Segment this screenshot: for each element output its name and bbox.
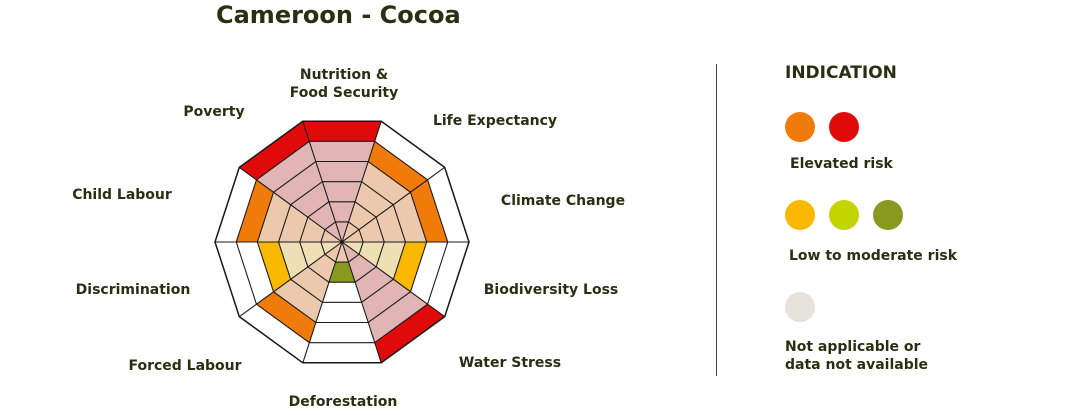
legend-label-elevated: Elevated risk — [790, 156, 893, 172]
segment-poverty-ring-6 — [302, 120, 382, 142]
legend-dot-low-yellow — [785, 200, 815, 230]
axis-label-discrimination: Discrimination — [75, 282, 191, 298]
segment-water-stress-ring-5 — [308, 322, 376, 344]
axis-label-climate-change: Climate Change — [500, 193, 626, 209]
axis-label-poverty: Poverty — [183, 104, 245, 120]
axis-label-biodiversity-loss: Biodiversity Loss — [483, 282, 619, 298]
segment-water-stress-ring-6 — [302, 342, 382, 364]
legend-label-not-applicable: Not applicable or data not available — [785, 339, 929, 373]
legend-dot-not-applicable — [785, 292, 815, 322]
legend-dot-low-lime — [829, 200, 859, 230]
chart-title: Cameroon - Cocoa — [216, 1, 461, 29]
segment-water-stress-ring-4 — [315, 301, 369, 323]
radar-chart — [214, 120, 470, 364]
legend-label-low-moderate: Low to moderate risk — [789, 248, 958, 264]
axis-label-life-expectancy: Life Expectancy — [432, 113, 558, 129]
axis-label-nutrition-food-security: Nutrition & Food Security — [289, 67, 399, 101]
legend-dot-low-olive — [873, 200, 903, 230]
legend-dot-elevated-red — [829, 112, 859, 142]
axis-label-forced-labour: Forced Labour — [128, 358, 242, 374]
segment-poverty-ring-5 — [308, 140, 376, 162]
segment-poverty-ring-3 — [321, 181, 363, 203]
legend-dot-elevated-orange — [785, 112, 815, 142]
axis-label-water-stress: Water Stress — [458, 355, 562, 371]
axis-label-child-labour: Child Labour — [72, 187, 172, 203]
divider — [716, 64, 717, 376]
segment-poverty-ring-4 — [315, 161, 369, 183]
legend-title: INDICATION — [785, 63, 897, 83]
axis-label-deforestation: Deforestation — [288, 394, 398, 410]
radar-outline — [214, 120, 470, 364]
